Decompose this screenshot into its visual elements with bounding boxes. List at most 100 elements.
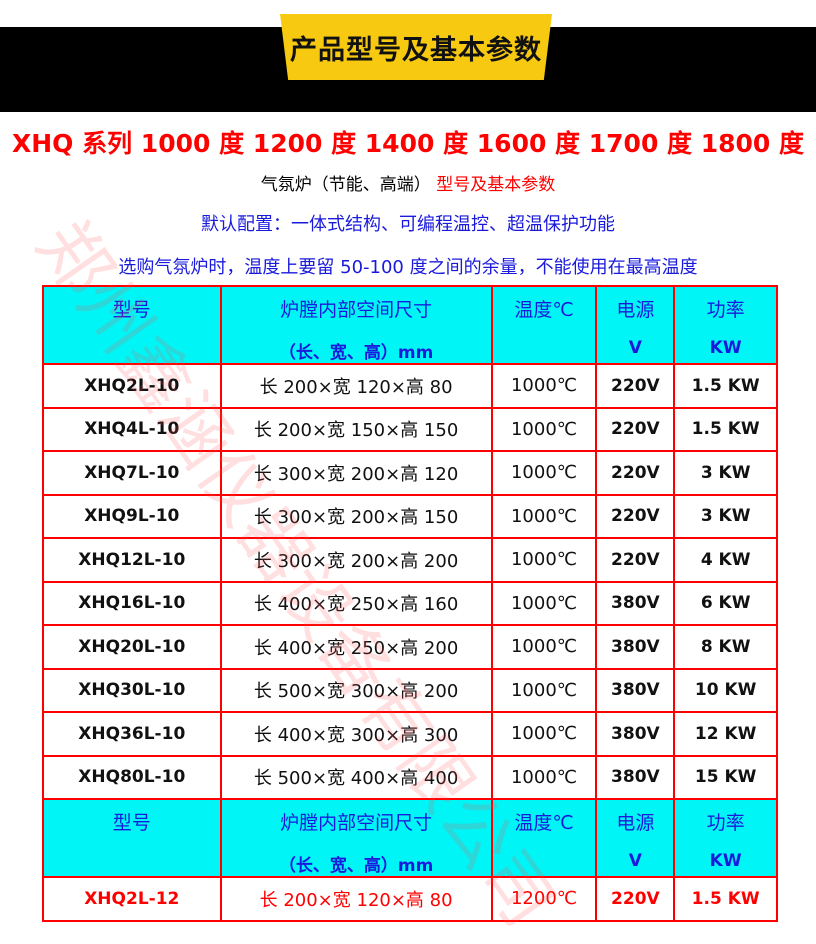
cell-temp: 1000℃: [490, 450, 598, 496]
header-size-unit: （长、宽、高）mm: [278, 856, 434, 876]
header-size: 炉膛内部空间尺寸 （长、宽、高）mm: [219, 798, 493, 878]
table-row: XHQ30L-10 长 500×宽 300×高 200 1000℃ 380V 10 KW: [42, 667, 778, 713]
cell-power-source: 380V: [595, 754, 676, 800]
table-row: XHQ4L-10 长 200×宽 150×高 150 1000℃ 220V 1.5 KW: [42, 406, 778, 452]
subtitle: 气氛炉（节能、高端） 型号及基本参数: [0, 170, 816, 195]
cell-size: 长 400×宽 250×高 200: [219, 624, 493, 670]
series-heading: XHQ 系列 1000 度 1200 度 1400 度 1600 度 1700 …: [11, 129, 805, 158]
table-row: XHQ2L-12 长 200×宽 120×高 80 1200℃ 220V 1.5 KW: [42, 876, 778, 922]
cell-temp: 1000℃: [490, 406, 598, 452]
table-row: XHQ16L-10 长 400×宽 250×高 160 1000℃ 380V 6 KW: [42, 580, 778, 626]
header-power-source-unit: V: [628, 851, 642, 871]
cell-power: 3 KW: [673, 450, 778, 496]
cell-temp: 1000℃: [490, 754, 598, 800]
cell-model: XHQ20L-10: [42, 624, 222, 670]
cell-model: XHQ9L-10: [42, 493, 222, 539]
table-row: XHQ2L-10 长 200×宽 120×高 80 1000℃ 220V 1.5 KW: [42, 363, 778, 409]
cell-size: 长 200×宽 120×高 80: [219, 876, 493, 922]
cell-power: 15 KW: [673, 754, 778, 800]
header-power-source-unit: V: [628, 338, 642, 358]
cell-model: XHQ2L-10: [42, 363, 222, 409]
header-model-label: 型号: [112, 812, 151, 834]
cell-power-source: 380V: [595, 711, 676, 757]
table-row: XHQ80L-10 长 500×宽 400×高 400 1000℃ 380V 15 KW: [42, 754, 778, 800]
cell-size: 长 200×宽 150×高 150: [219, 406, 493, 452]
cell-size: 长 200×宽 120×高 80: [219, 363, 493, 409]
header-power-unit: KW: [709, 851, 742, 871]
cell-temp: 1000℃: [490, 667, 598, 713]
header-power-source: 电源 V: [595, 798, 676, 878]
header-size-label: 炉膛内部空间尺寸: [280, 299, 433, 321]
cell-power-source: 380V: [595, 667, 676, 713]
table-row: XHQ9L-10 长 300×宽 200×高 150 1000℃ 220V 3 KW: [42, 493, 778, 539]
cell-temp: 1000℃: [490, 711, 598, 757]
cell-power: 1.5 KW: [673, 406, 778, 452]
header-power-label: 功率: [706, 299, 745, 321]
header-temp-label: 温度℃: [514, 299, 574, 321]
cell-power: 10 KW: [673, 667, 778, 713]
cell-model: XHQ4L-10: [42, 406, 222, 452]
header-power: 功率 KW: [673, 798, 778, 878]
cell-power: 1.5 KW: [673, 363, 778, 409]
header-power-label: 功率: [706, 812, 745, 834]
cell-model: XHQ2L-12: [42, 876, 222, 922]
table-header-row: 型号 炉膛内部空间尺寸 （长、宽、高）mm 温度℃ 电源 V 功率 KW: [42, 285, 778, 365]
header-power-source: 电源 V: [595, 285, 676, 365]
header-power-unit: KW: [709, 338, 742, 358]
cell-power-source: 220V: [595, 537, 676, 583]
cell-power-source: 220V: [595, 493, 676, 539]
cell-size: 长 500×宽 300×高 200: [219, 667, 493, 713]
header-power-source-label: 电源: [616, 812, 655, 834]
purchase-note: 选购气氛炉时，温度上要留 50-100 度之间的余量，不能使用在最高温度: [118, 257, 698, 278]
cell-power-source: 220V: [595, 363, 676, 409]
subtitle-black: 气氛炉（节能、高端）: [260, 175, 431, 195]
cell-power-source: 380V: [595, 580, 676, 626]
header-size: 炉膛内部空间尺寸 （长、宽、高）mm: [219, 285, 493, 365]
cell-power: 3 KW: [673, 493, 778, 539]
cell-temp: 1000℃: [490, 537, 598, 583]
cell-temp: 1000℃: [490, 493, 598, 539]
cell-power-source: 220V: [595, 876, 676, 922]
default-config: 默认配置：一体式结构、可编程温控、超温保护功能: [201, 214, 615, 235]
title-badge: 产品型号及基本参数: [280, 14, 552, 80]
header-temp-label: 温度℃: [514, 812, 574, 834]
cell-temp: 1000℃: [490, 624, 598, 670]
header-power: 功率 KW: [673, 285, 778, 365]
cell-model: XHQ30L-10: [42, 667, 222, 713]
header-model-label: 型号: [112, 299, 151, 321]
subtitle-red: 型号及基本参数: [436, 175, 556, 195]
cell-size: 长 400×宽 250×高 160: [219, 580, 493, 626]
table-row: XHQ36L-10 长 400×宽 300×高 300 1000℃ 380V 12 KW: [42, 711, 778, 757]
cell-power-source: 220V: [595, 450, 676, 496]
cell-size: 长 300×宽 200×高 120: [219, 450, 493, 496]
header-power-source-label: 电源: [616, 299, 655, 321]
cell-power: 4 KW: [673, 537, 778, 583]
header-temp: 温度℃: [490, 285, 598, 365]
cell-power: 6 KW: [673, 580, 778, 626]
cell-temp: 1200℃: [490, 876, 598, 922]
cell-size: 长 500×宽 400×高 400: [219, 754, 493, 800]
cell-size: 长 300×宽 200×高 200: [219, 537, 493, 583]
cell-temp: 1000℃: [490, 580, 598, 626]
cell-model: XHQ16L-10: [42, 580, 222, 626]
table-row: XHQ20L-10 长 400×宽 250×高 200 1000℃ 380V 8 KW: [42, 624, 778, 670]
cell-model: XHQ80L-10: [42, 754, 222, 800]
header-temp: 温度℃: [490, 798, 598, 878]
header-model: 型号: [42, 285, 222, 365]
cell-size: 长 400×宽 300×高 300: [219, 711, 493, 757]
cell-model: XHQ7L-10: [42, 450, 222, 496]
cell-power: 1.5 KW: [673, 876, 778, 922]
cell-power: 8 KW: [673, 624, 778, 670]
cell-power-source: 380V: [595, 624, 676, 670]
cell-size: 长 300×宽 200×高 150: [219, 493, 493, 539]
cell-temp: 1000℃: [490, 363, 598, 409]
spec-table: 型号 炉膛内部空间尺寸 （长、宽、高）mm 温度℃ 电源 V 功率 KW XHQ2L-10 长 2…: [42, 285, 778, 922]
cell-power: 12 KW: [673, 711, 778, 757]
cell-model: XHQ12L-10: [42, 537, 222, 583]
table-header-row: 型号 炉膛内部空间尺寸 （长、宽、高）mm 温度℃ 电源 V 功率 KW: [42, 798, 778, 878]
header-size-label: 炉膛内部空间尺寸: [280, 812, 433, 834]
cell-power-source: 220V: [595, 406, 676, 452]
header-model: 型号: [42, 798, 222, 878]
cell-model: XHQ36L-10: [42, 711, 222, 757]
table-row: XHQ12L-10 长 300×宽 200×高 200 1000℃ 220V 4 KW: [42, 537, 778, 583]
